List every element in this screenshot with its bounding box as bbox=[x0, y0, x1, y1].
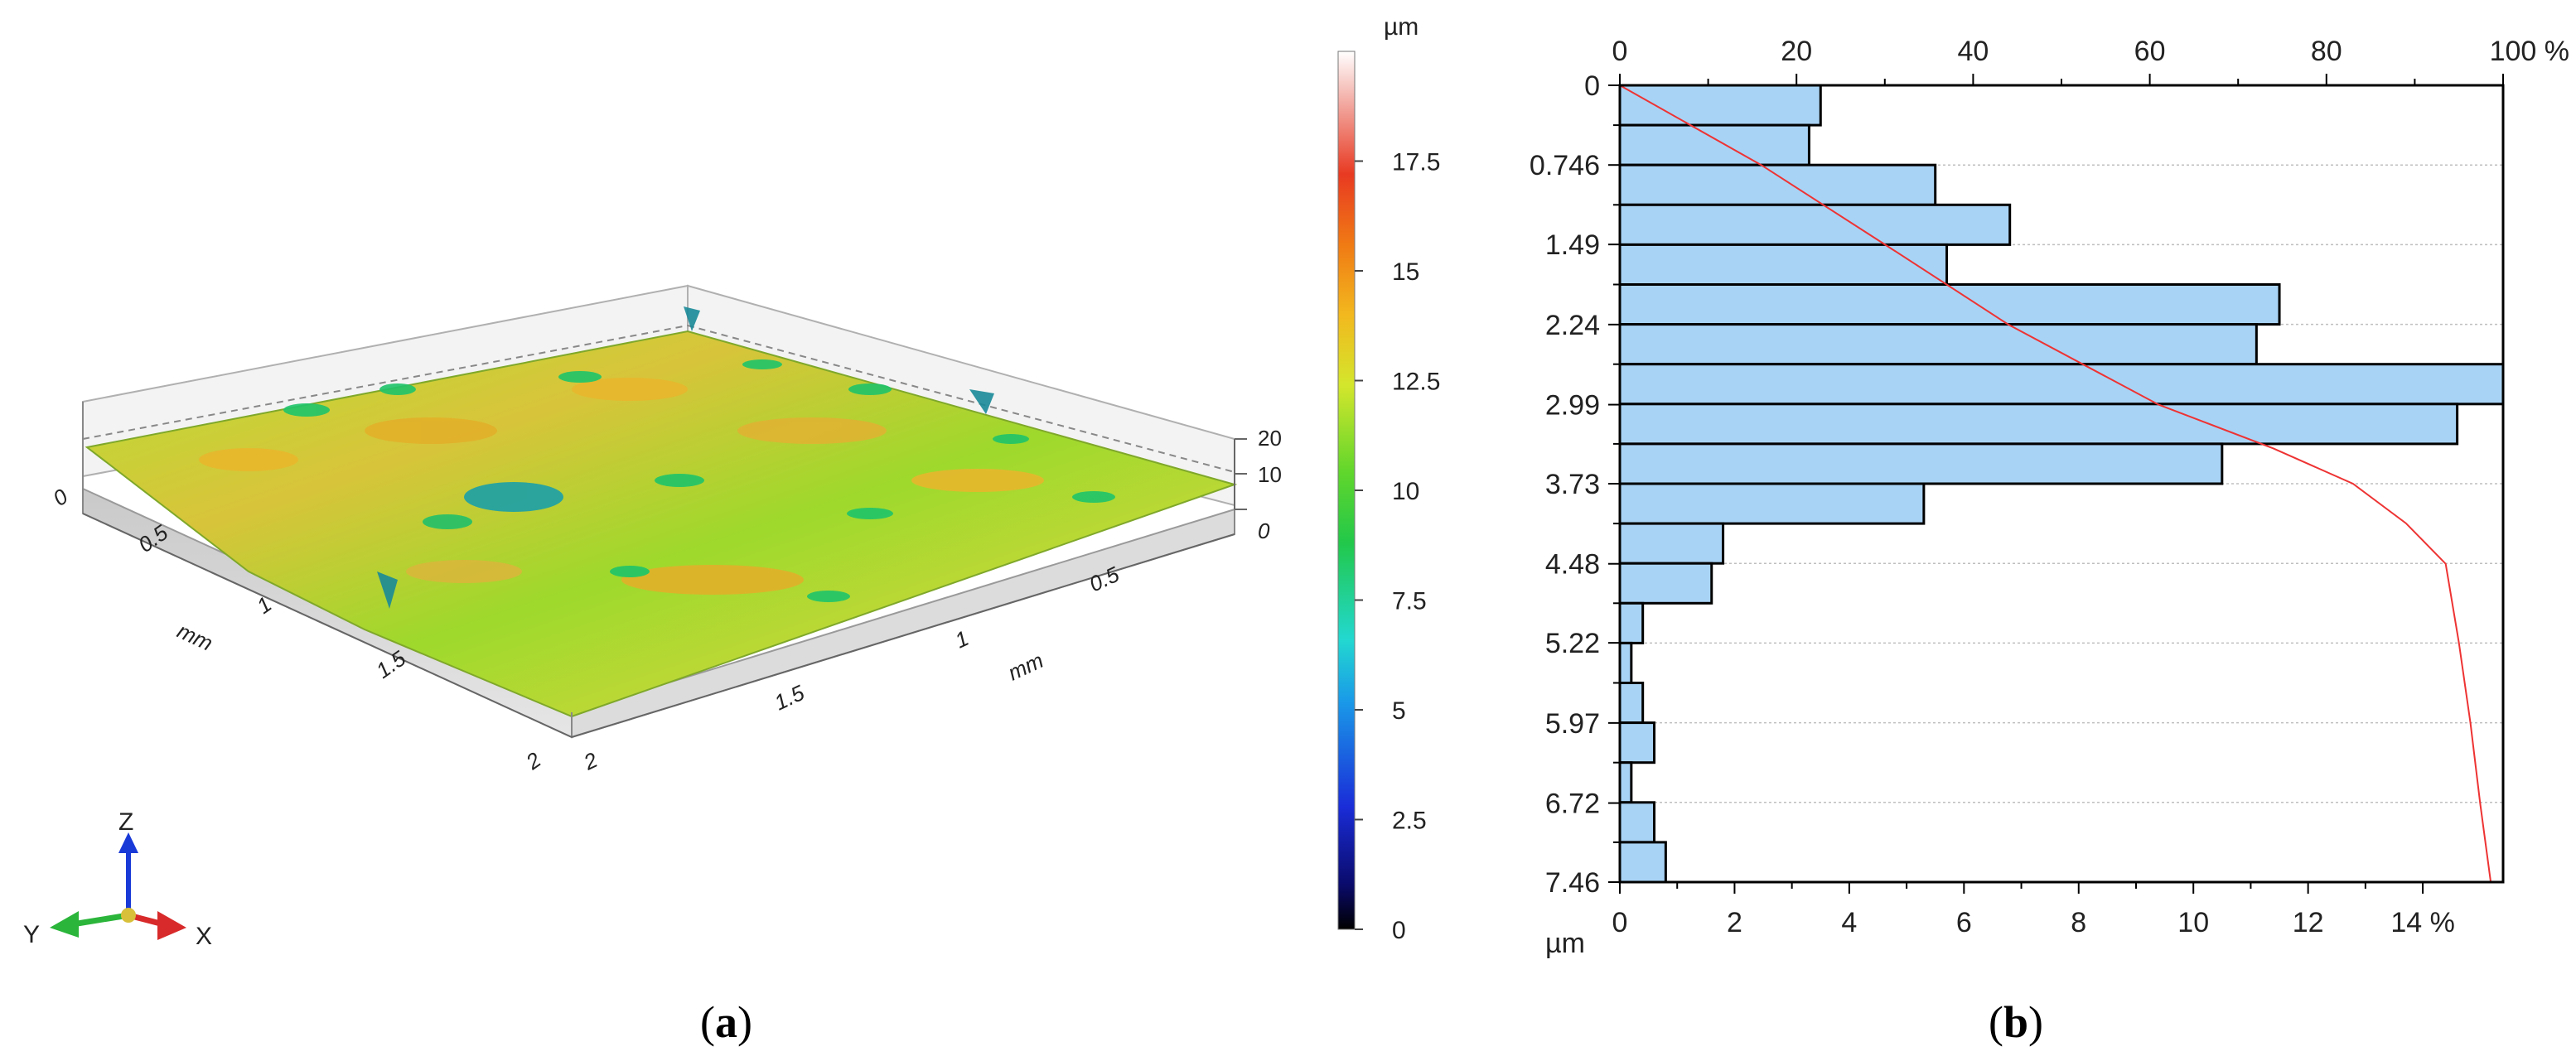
top-tick-label: 40 bbox=[1957, 36, 1989, 67]
left-axis-unit: mm bbox=[173, 618, 216, 656]
left-tick-2: 2 bbox=[520, 747, 545, 775]
top-tick-label: 0 bbox=[1612, 36, 1628, 67]
caption-a-letter: a bbox=[715, 997, 737, 1047]
left-tick-label: 1.49 bbox=[1545, 229, 1600, 261]
histogram-bar bbox=[1618, 84, 1822, 127]
histogram-bar bbox=[1618, 243, 1949, 286]
bottom-axis-ticks: 0 2 4 6 8 10 12 14 % bbox=[1612, 882, 2455, 938]
colorbar-tick-label: 17.5 bbox=[1392, 149, 1440, 176]
colorbar-tick-label: 2.5 bbox=[1392, 808, 1427, 835]
z-tick-20: 20 bbox=[1258, 426, 1282, 451]
bottom-tick-label: 6 bbox=[1956, 907, 1972, 938]
surface-3d-view: 0 0.5 1 1.5 2 mm 2 1.5 1 0.5 mm 20 10 0 bbox=[48, 284, 1282, 775]
bottom-tick-label: 12 bbox=[2293, 907, 2324, 938]
histogram-bar bbox=[1618, 283, 2281, 326]
colorbar-tick-label: 12.5 bbox=[1392, 369, 1440, 396]
right-tick-1: 1 bbox=[951, 625, 973, 653]
triad-x-label: X bbox=[196, 923, 212, 950]
bottom-tick-label: 0 bbox=[1612, 907, 1628, 938]
histogram-bars bbox=[1618, 84, 2505, 884]
left-tick-label: 4.48 bbox=[1545, 549, 1600, 581]
colorbar-tick-label: 10 bbox=[1392, 478, 1419, 505]
left-axis-label: µm bbox=[1545, 928, 1585, 959]
histogram-bar bbox=[1618, 562, 1713, 605]
right-axis-unit: mm bbox=[1004, 648, 1047, 686]
svg-text:(b): (b) bbox=[1989, 997, 2043, 1047]
bottom-tick-label: 8 bbox=[2071, 907, 2086, 938]
colorbar-gradient bbox=[1337, 51, 1356, 930]
colorbar-unit: µm bbox=[1384, 13, 1418, 41]
left-tick-label: 0 bbox=[1584, 70, 1600, 102]
left-tick-label: 2.99 bbox=[1545, 390, 1600, 422]
right-tick-2: 2 bbox=[579, 747, 602, 775]
top-tick-label: 80 bbox=[2311, 36, 2342, 67]
depth-histogram: 0 0.746 1.49 2.24 2.99 3.73 4.48 5.22 5.97 6.72 7.… bbox=[1530, 36, 2569, 959]
histogram-bar bbox=[1618, 682, 1645, 725]
caption-a: (a) bbox=[700, 997, 752, 1047]
triad-z-label: Z bbox=[118, 808, 133, 836]
left-tick-label: 0.746 bbox=[1530, 150, 1600, 181]
bottom-tick-label: 10 bbox=[2177, 907, 2209, 938]
colorbar: µm 17.5 15 12.5 10 7.5 5 2.5 0 bbox=[1337, 13, 1440, 944]
colorbar-tick-label: 0 bbox=[1392, 917, 1406, 944]
histogram-bar bbox=[1618, 163, 1937, 206]
histogram-bar bbox=[1618, 801, 1656, 844]
left-tick-label: 5.97 bbox=[1545, 708, 1600, 740]
histogram-bar bbox=[1618, 323, 2258, 366]
histogram-bar bbox=[1618, 482, 1926, 525]
bottom-tick-label: 14 % bbox=[2390, 907, 2455, 938]
x-arrow-icon bbox=[157, 911, 186, 940]
cumulative-curve bbox=[1619, 84, 2492, 883]
left-tick-label: 5.22 bbox=[1545, 628, 1600, 659]
histogram-bar bbox=[1618, 522, 1725, 565]
left-axis-ticks: 0 0.746 1.49 2.24 2.99 3.73 4.48 5.22 5.97 6.72 7.… bbox=[1530, 70, 1620, 899]
surface-features bbox=[199, 306, 1115, 609]
histogram-bar bbox=[1618, 761, 1633, 804]
histogram-bar bbox=[1618, 442, 2224, 485]
histogram-bar bbox=[1618, 403, 2459, 446]
colorbar-tick-label: 15 bbox=[1392, 258, 1419, 286]
left-tick-label: 7.46 bbox=[1545, 867, 1600, 899]
z-tick-0: 0 bbox=[1258, 518, 1270, 543]
axis-triad: Z Y X bbox=[23, 808, 212, 950]
bottom-tick-label: 4 bbox=[1841, 907, 1857, 938]
histogram-bar bbox=[1618, 841, 1667, 884]
top-tick-label: 20 bbox=[1781, 36, 1812, 67]
z-tick-10: 10 bbox=[1258, 462, 1282, 487]
colorbar-tick-label: 7.5 bbox=[1392, 588, 1427, 615]
left-tick-label: 2.24 bbox=[1545, 310, 1600, 341]
bottom-tick-label: 2 bbox=[1727, 907, 1742, 938]
caption-b-letter: b bbox=[2003, 997, 2028, 1047]
y-arrow-icon bbox=[50, 911, 79, 938]
surface-z-axis: 20 10 0 bbox=[1234, 426, 1282, 543]
left-tick-0: 0 bbox=[48, 484, 72, 511]
svg-text:(a): (a) bbox=[700, 997, 752, 1047]
left-tick-label: 3.73 bbox=[1545, 469, 1600, 500]
histogram-bar bbox=[1618, 203, 2012, 246]
left-tick-label: 6.72 bbox=[1545, 789, 1600, 820]
right-tick-1.5: 1.5 bbox=[771, 680, 809, 716]
colorbar-tick-label: 5 bbox=[1392, 697, 1406, 725]
histogram-bar bbox=[1618, 123, 1810, 166]
histogram-bar bbox=[1618, 641, 1633, 685]
z-arrow-icon bbox=[118, 832, 138, 853]
histogram-bar bbox=[1618, 601, 1645, 644]
histogram-bar bbox=[1618, 721, 1656, 764]
top-tick-label: 60 bbox=[2134, 36, 2166, 67]
top-tick-label: 100 % bbox=[2490, 36, 2569, 67]
top-axis-ticks: 0 20 40 60 80 100 % bbox=[1612, 36, 2569, 85]
triad-y-label: Y bbox=[23, 921, 40, 948]
histogram-bar bbox=[1618, 363, 2505, 406]
caption-b: (b) bbox=[1989, 997, 2043, 1047]
